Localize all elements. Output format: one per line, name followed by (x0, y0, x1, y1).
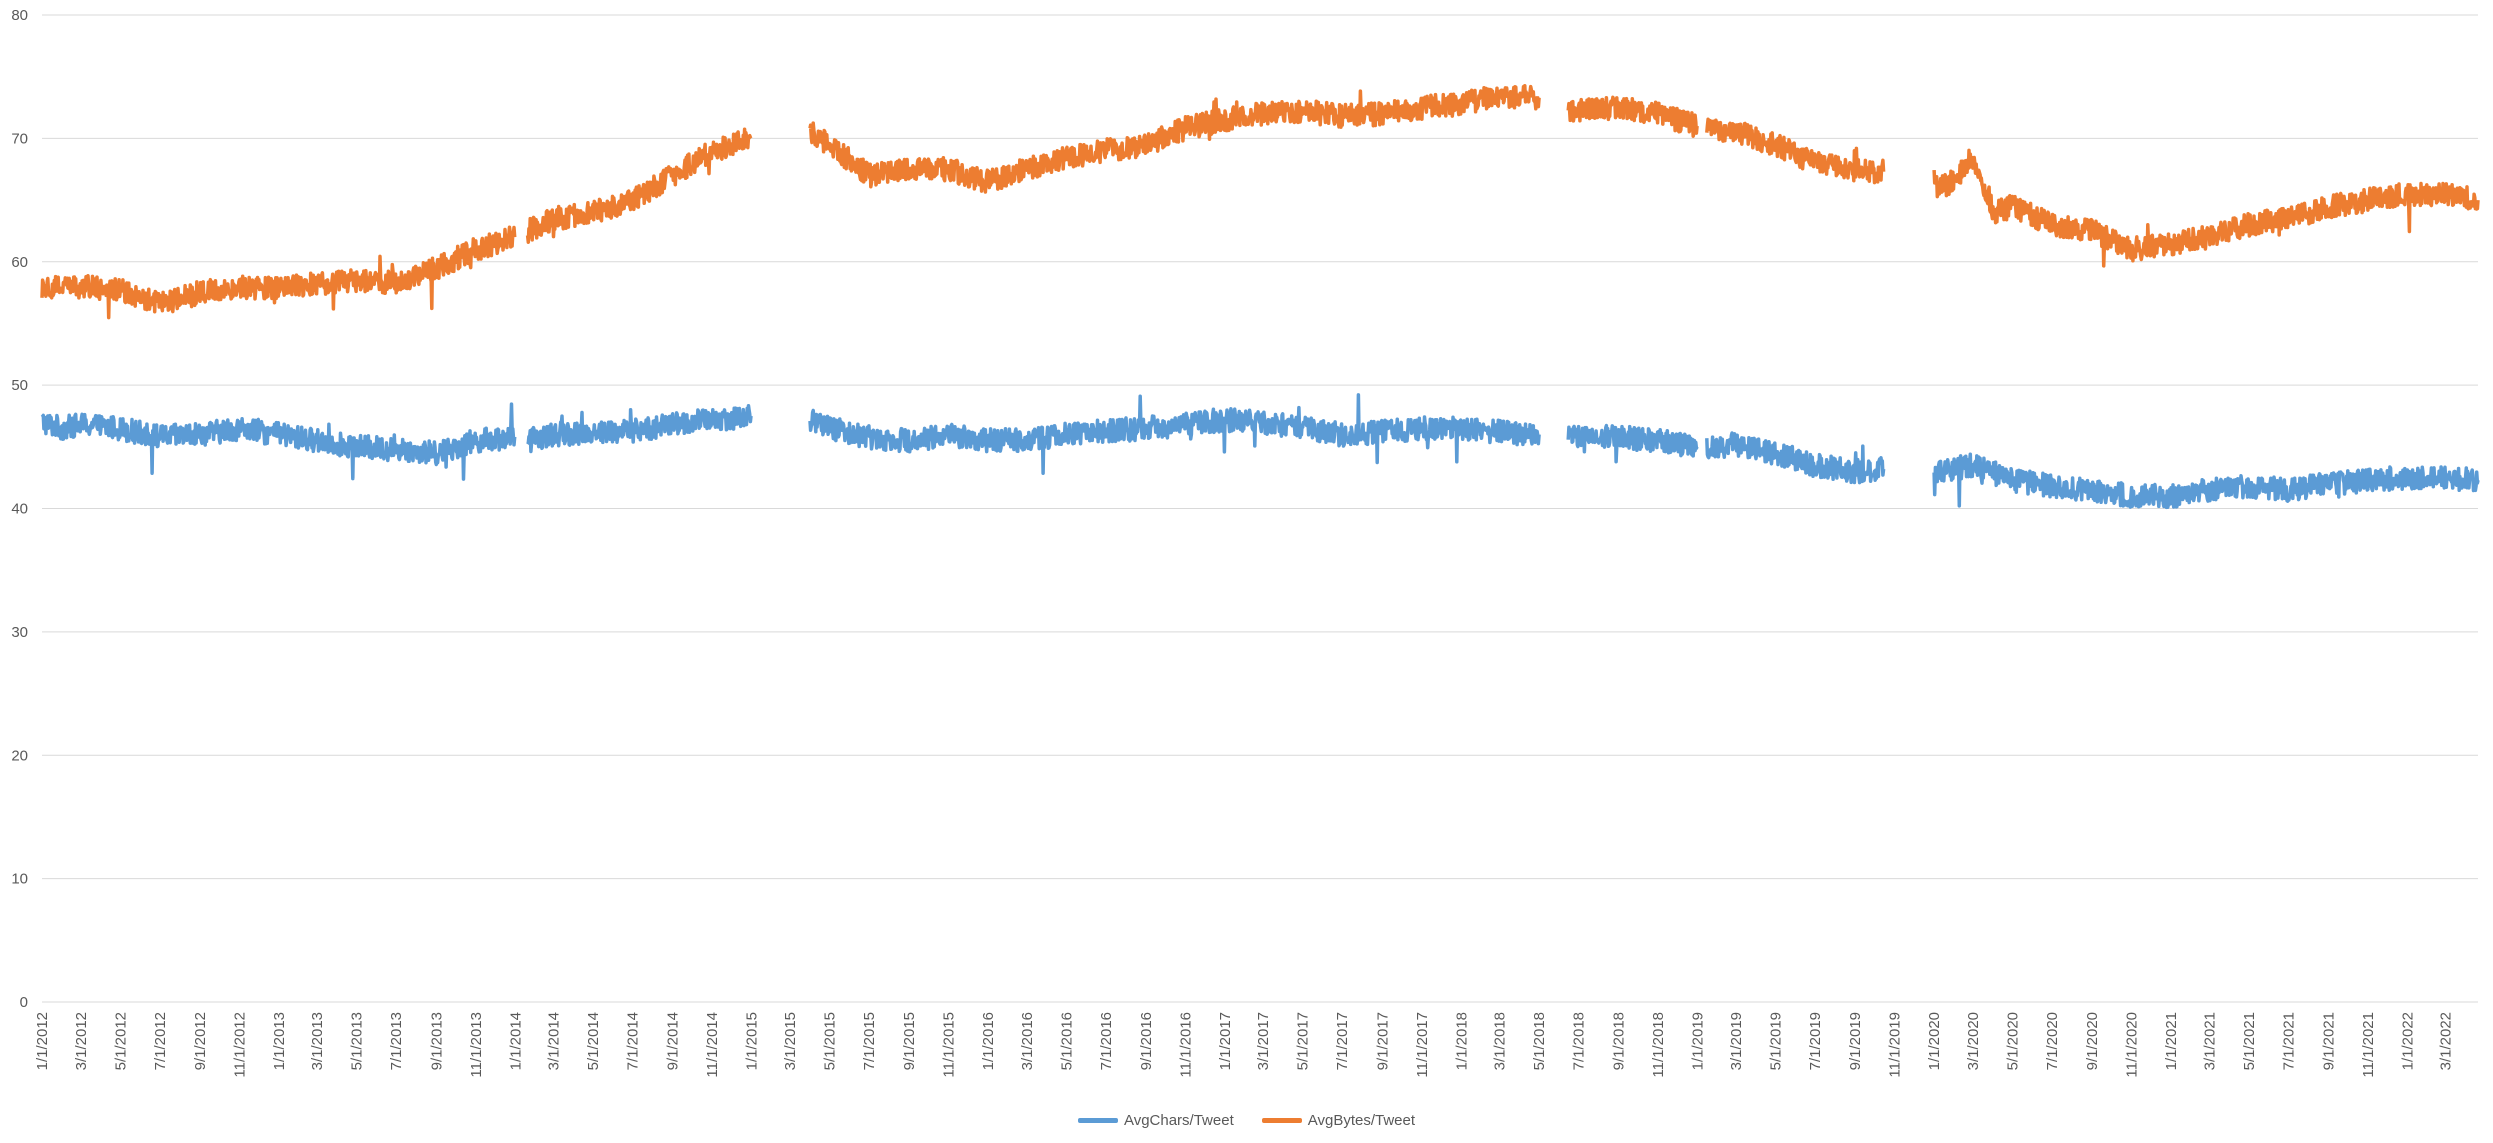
x-tick-label: 1/1/2013 (271, 1012, 288, 1070)
x-tick-label: 9/1/2017 (1374, 1012, 1391, 1070)
x-tick-label: 11/1/2019 (1887, 1012, 1904, 1078)
gridlines (42, 14, 2478, 1003)
avgbytes-series-line-segment-3 (1566, 95, 1699, 138)
x-tick-label: 3/1/2022 (2438, 1012, 2455, 1070)
legend-swatch-avgbytes (1261, 1118, 1302, 1123)
x-tick-label: 1/1/2015 (744, 1012, 761, 1070)
x-tick-label: 1/1/2022 (2399, 1012, 2416, 1070)
avgchars-series-line-segment-0 (40, 402, 517, 481)
x-tick-label: 1/1/2019 (1690, 1012, 1707, 1070)
avgbytes-series-line-segment-0 (40, 225, 517, 320)
legend: AvgChars/Tweet AvgBytes/Tweet (0, 1112, 2493, 1129)
x-tick-label: 7/1/2015 (861, 1012, 878, 1070)
x-tick-label: 1/1/2021 (2163, 1012, 2180, 1070)
x-tick-label: 1/1/2016 (980, 1012, 997, 1070)
x-tick-label: 5/1/2016 (1058, 1012, 1075, 1070)
y-axis-tick-labels: 0 10 20 30 40 50 60 70 80 (11, 7, 28, 1011)
x-tick-label: 11/1/2017 (1414, 1012, 1431, 1078)
series-lines (40, 84, 2480, 510)
avgbytes-series-line-segment-4 (1705, 117, 1886, 185)
avgbytes-series-line-segment-2 (808, 84, 1541, 194)
avgchars-series-line-segment-1 (526, 403, 753, 454)
x-tick-label: 7/1/2016 (1098, 1012, 1115, 1070)
x-tick-label: 11/1/2015 (941, 1012, 958, 1078)
x-tick-label: 11/1/2018 (1650, 1012, 1667, 1078)
x-tick-label: 3/1/2018 (1492, 1012, 1509, 1070)
legend-label-avgchars: AvgChars/Tweet (1123, 1112, 1234, 1129)
legend-swatch-avgchars (1077, 1118, 1118, 1123)
x-tick-label: 9/1/2014 (665, 1012, 682, 1070)
x-tick-label: 5/1/2012 (112, 1012, 129, 1070)
x-tick-label: 5/1/2018 (1531, 1012, 1548, 1070)
avgchars-series-line-segment-3 (1566, 423, 1699, 464)
y-tick-label: 70 (11, 130, 28, 147)
x-tick-label: 11/1/2016 (1178, 1012, 1195, 1078)
x-tick-label: 5/1/2017 (1295, 1012, 1312, 1070)
x-tick-label: 9/1/2021 (2320, 1012, 2337, 1070)
x-tick-label: 3/1/2013 (309, 1012, 326, 1070)
legend-item-avgchars: AvgChars/Tweet (1077, 1112, 1234, 1129)
y-tick-label: 0 (20, 994, 28, 1011)
x-tick-label: 9/1/2013 (428, 1012, 445, 1070)
x-tick-label: 7/1/2019 (1807, 1012, 1824, 1070)
avgchars-series-line-segment-5 (1932, 452, 2480, 510)
legend-item-avgbytes: AvgBytes/Tweet (1261, 1112, 1416, 1129)
x-tick-label: 1/1/2017 (1217, 1012, 1234, 1070)
avgchars-series-line-segment-2 (808, 393, 1541, 475)
x-tick-label: 11/1/2021 (2360, 1012, 2377, 1078)
x-tick-label: 7/1/2014 (625, 1012, 642, 1070)
x-tick-label: 3/1/2021 (2201, 1012, 2218, 1070)
x-tick-label: 3/1/2014 (546, 1012, 563, 1070)
x-tick-label: 7/1/2020 (2044, 1012, 2061, 1070)
x-tick-label: 3/1/2017 (1255, 1012, 1272, 1070)
x-tick-label: 11/1/2020 (2124, 1012, 2141, 1078)
y-tick-label: 50 (11, 377, 28, 394)
x-tick-label: 1/1/2014 (507, 1012, 524, 1070)
x-tick-label: 7/1/2012 (152, 1012, 169, 1070)
x-tick-label: 9/1/2012 (192, 1012, 209, 1070)
x-tick-label: 5/1/2021 (2241, 1012, 2258, 1070)
x-tick-label: 11/1/2013 (468, 1012, 485, 1078)
x-tick-label: 3/1/2019 (1728, 1012, 1745, 1070)
x-tick-label: 11/1/2014 (704, 1012, 721, 1078)
x-tick-label: 7/1/2017 (1334, 1012, 1351, 1070)
x-tick-label: 5/1/2019 (1767, 1012, 1784, 1070)
x-tick-label: 5/1/2013 (349, 1012, 366, 1070)
x-tick-label: 3/1/2012 (73, 1012, 90, 1070)
x-tick-label: 1/1/2018 (1453, 1012, 1470, 1070)
legend-label-avgbytes: AvgBytes/Tweet (1307, 1112, 1416, 1129)
x-tick-label: 9/1/2016 (1138, 1012, 1155, 1070)
x-tick-label: 5/1/2015 (821, 1012, 838, 1070)
x-axis-tick-labels: 1/1/2012 3/1/2012 5/1/2012 7/1/2012 9/1/2012… (34, 1012, 2455, 1078)
x-tick-label: 9/1/2019 (1847, 1012, 1864, 1070)
avgchars-series-line-segment-4 (1705, 431, 1886, 485)
x-tick-label: 5/1/2020 (2004, 1012, 2021, 1070)
x-tick-label: 9/1/2020 (2084, 1012, 2101, 1070)
x-tick-label: 9/1/2018 (1611, 1012, 1628, 1070)
x-tick-label: 1/1/2012 (34, 1012, 51, 1070)
x-tick-label: 1/1/2020 (1926, 1012, 1943, 1070)
y-tick-label: 40 (11, 501, 28, 518)
x-tick-label: 3/1/2016 (1019, 1012, 1036, 1070)
x-tick-label: 9/1/2015 (901, 1012, 918, 1070)
x-tick-label: 3/1/2015 (782, 1012, 799, 1070)
y-tick-label: 20 (11, 747, 28, 764)
x-tick-label: 7/1/2013 (388, 1012, 405, 1070)
y-tick-label: 30 (11, 624, 28, 641)
y-tick-label: 10 (11, 871, 28, 888)
x-tick-label: 5/1/2014 (585, 1012, 602, 1070)
y-tick-label: 80 (11, 7, 28, 24)
avgbytes-series-line-segment-1 (525, 127, 753, 244)
x-tick-label: 3/1/2020 (1965, 1012, 1982, 1070)
x-tick-label: 7/1/2018 (1571, 1012, 1588, 1070)
y-tick-label: 60 (11, 254, 28, 271)
x-tick-label: 11/1/2012 (231, 1012, 248, 1078)
avgbytes-series-line-segment-5 (1932, 148, 2480, 268)
x-tick-label: 7/1/2021 (2280, 1012, 2297, 1070)
